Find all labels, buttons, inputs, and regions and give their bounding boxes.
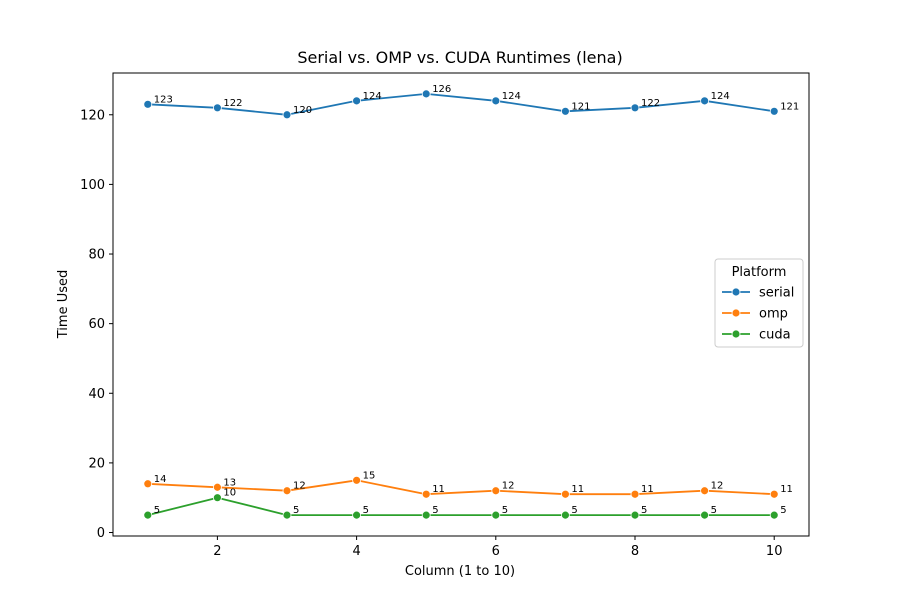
data-point-serial <box>700 96 709 106</box>
data-label-serial: 122 <box>223 98 242 109</box>
data-label-cuda: 5 <box>154 505 160 516</box>
legend: Platform serial omp cuda <box>714 258 804 348</box>
data-point-cuda <box>282 510 292 520</box>
data-point-serial <box>630 103 640 113</box>
data-label-cuda: 10 <box>223 488 236 499</box>
data-point-cuda <box>769 510 779 520</box>
data-label-cuda: 5 <box>432 505 438 516</box>
data-label-serial: 124 <box>363 91 382 102</box>
x-tick-label: 2 <box>213 544 221 559</box>
data-point-omp <box>630 489 640 499</box>
data-point-cuda <box>421 510 431 520</box>
x-axis-label: Column (1 to 10) <box>405 564 515 579</box>
data-point-cuda <box>700 510 709 520</box>
legend-entry-omp: omp <box>759 307 788 322</box>
data-point-omp <box>143 479 153 489</box>
legend-marker-serial <box>731 287 741 297</box>
data-label-cuda: 5 <box>363 505 369 516</box>
data-point-serial <box>352 96 362 106</box>
legend-marker-cuda <box>731 329 741 339</box>
data-point-serial <box>769 106 779 116</box>
chart-title: Serial vs. OMP vs. CUDA Runtimes (lena) <box>297 48 622 67</box>
data-point-omp <box>421 489 431 499</box>
data-point-serial <box>421 89 431 99</box>
data-label-serial: 122 <box>641 98 660 109</box>
data-point-cuda <box>561 510 570 520</box>
data-label-omp: 11 <box>571 484 584 495</box>
data-label-omp: 11 <box>432 484 445 495</box>
data-label-omp: 12 <box>293 481 306 492</box>
data-label-serial: 124 <box>711 91 730 102</box>
data-point-omp <box>491 486 501 496</box>
data-label-omp: 11 <box>641 484 654 495</box>
data-label-omp: 11 <box>780 484 793 495</box>
data-label-serial: 126 <box>432 84 451 95</box>
data-label-omp: 15 <box>363 470 376 481</box>
data-point-omp <box>352 475 362 485</box>
x-tick-label: 10 <box>766 544 783 559</box>
plot-frame <box>112 72 810 537</box>
y-tick-label: 120 <box>80 108 105 123</box>
series-line-cuda <box>147 496 775 516</box>
data-label-serial: 124 <box>502 91 521 102</box>
x-tick-label: 4 <box>352 544 360 559</box>
y-tick-label: 0 <box>97 526 105 541</box>
data-point-cuda <box>491 510 501 520</box>
y-tick-label: 100 <box>80 178 105 193</box>
y-tick-label: 20 <box>88 456 105 471</box>
data-point-serial <box>561 106 570 116</box>
data-point-omp <box>212 482 222 492</box>
data-label-omp: 12 <box>502 481 515 492</box>
data-point-serial <box>491 96 501 106</box>
legend-box <box>714 258 804 348</box>
data-point-serial <box>282 110 292 120</box>
y-tick-label: 80 <box>88 248 105 263</box>
legend-title: Platform <box>732 265 787 280</box>
data-label-serial: 120 <box>293 105 312 116</box>
data-label-omp: 12 <box>711 481 724 492</box>
series-line-omp <box>147 479 775 496</box>
data-point-cuda <box>143 510 153 520</box>
x-tick-label: 6 <box>492 544 500 559</box>
data-point-cuda <box>352 510 362 520</box>
x-tick-label: 8 <box>631 544 639 559</box>
data-label-serial: 121 <box>780 101 799 112</box>
data-label-cuda: 5 <box>711 505 717 516</box>
data-point-omp <box>561 489 570 499</box>
data-point-omp <box>282 486 292 496</box>
data-label-cuda: 5 <box>571 505 577 516</box>
data-point-cuda <box>212 493 222 503</box>
data-point-serial <box>212 103 222 113</box>
legend-entry-serial: serial <box>759 286 794 301</box>
data-point-serial <box>143 99 153 109</box>
data-label-omp: 14 <box>154 474 167 485</box>
series-line-serial <box>147 93 775 116</box>
data-label-serial: 123 <box>154 94 173 105</box>
data-label-omp: 13 <box>223 477 236 488</box>
y-tick-label: 40 <box>88 387 105 402</box>
y-tick-label: 60 <box>88 317 105 332</box>
data-label-cuda: 5 <box>641 505 647 516</box>
data-label-cuda: 5 <box>780 505 786 516</box>
data-label-cuda: 5 <box>293 505 299 516</box>
data-label-serial: 121 <box>571 101 590 112</box>
data-point-omp <box>700 486 709 496</box>
data-point-cuda <box>630 510 640 520</box>
data-label-cuda: 5 <box>502 505 508 516</box>
legend-marker-omp <box>731 308 741 318</box>
data-point-omp <box>769 489 779 499</box>
y-axis-label: Time Used <box>56 270 71 340</box>
legend-entry-cuda: cuda <box>759 328 791 343</box>
